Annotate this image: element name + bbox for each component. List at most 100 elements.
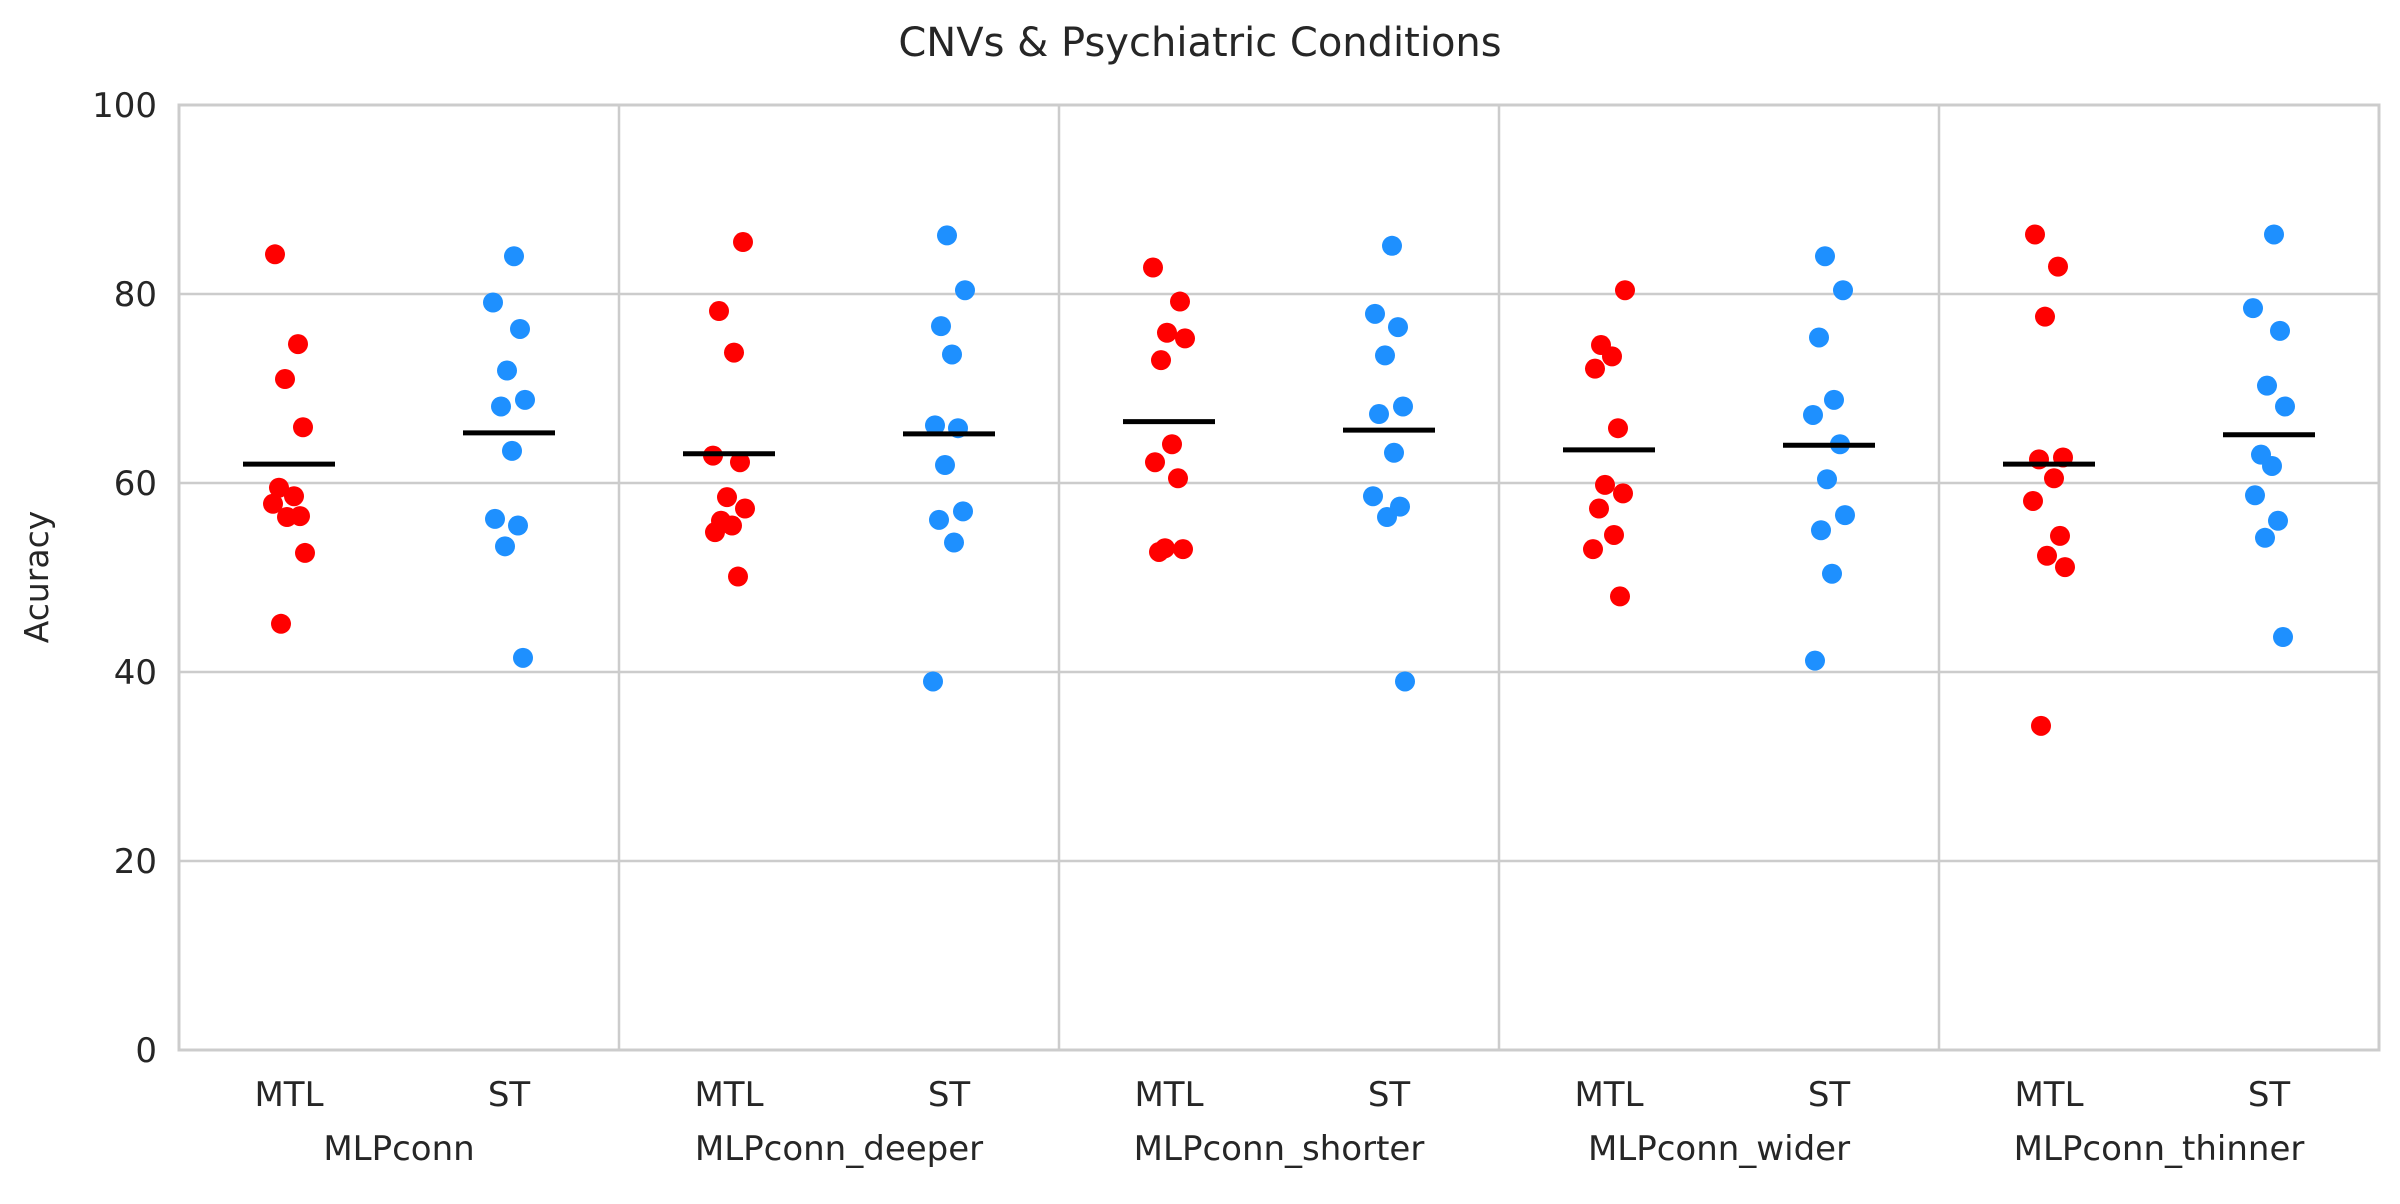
data-point-st (502, 440, 522, 461)
data-point-st (935, 455, 955, 476)
data-point-mtl (1589, 498, 1609, 519)
data-point-mtl (2055, 557, 2075, 578)
data-point-mtl (2031, 715, 2051, 736)
data-point-mtl (1613, 483, 1633, 504)
data-point-mtl (271, 613, 291, 634)
data-point-st (942, 344, 962, 365)
data-point-st (2243, 298, 2263, 319)
data-point-st (497, 360, 517, 381)
group-label: MLPconn_shorter (1134, 1129, 1425, 1169)
y-tick-labels: 0 20 40 60 80 100 (92, 86, 157, 1071)
data-point-st (1388, 317, 1408, 338)
data-point-mtl (705, 522, 725, 543)
data-point-st (1375, 345, 1395, 366)
data-point-mtl (1602, 346, 1622, 367)
data-point-mtl (1585, 358, 1605, 379)
x-tick-label: ST (2248, 1075, 2291, 1115)
data-point-st (1805, 650, 1825, 671)
data-point-st (2273, 627, 2293, 648)
data-point-st (2262, 455, 2282, 476)
grid-layer (179, 103, 2379, 1052)
data-point-mtl (1157, 322, 1177, 343)
data-point-mtl (2023, 490, 2043, 511)
data-point-mtl (1175, 328, 1195, 349)
data-point-mtl (733, 232, 753, 253)
data-point-st (1815, 246, 1835, 267)
group-label: MLPconn_wider (1588, 1129, 1850, 1169)
x-tick-label: MTL (2014, 1075, 2083, 1115)
data-point-mtl (1610, 586, 1630, 607)
data-point-mtl (1168, 468, 1188, 489)
data-point-st (1384, 442, 1404, 463)
plot-frame (177, 103, 2381, 1052)
data-point-mtl (2037, 545, 2057, 566)
data-point-st (931, 316, 951, 337)
data-point-st (1803, 404, 1823, 425)
data-point-st (491, 396, 511, 417)
data-point-st (944, 532, 964, 553)
data-point-st (923, 671, 943, 692)
data-point-mtl (1145, 452, 1165, 473)
data-point-st (483, 292, 503, 313)
data-point-st (1395, 671, 1415, 692)
group-label: MLPconn_thinner (2014, 1129, 2305, 1169)
data-point-st (1363, 486, 1383, 507)
data-point-mtl (288, 334, 308, 355)
x-tick-label: ST (488, 1075, 531, 1115)
data-point-mtl (2044, 468, 2064, 489)
data-point-st (1382, 235, 1402, 256)
data-point-st (2257, 375, 2277, 396)
x-tick-label: MTL (254, 1075, 323, 1115)
data-point-mtl (1608, 418, 1628, 439)
x-tick-label: ST (1808, 1075, 1851, 1115)
chart-title: CNVs & Psychiatric Conditions (898, 20, 1501, 66)
data-point-st (485, 508, 505, 529)
y-tick-label: 80 (114, 275, 157, 315)
x-tick-label: MTL (1134, 1075, 1203, 1115)
data-point-st (1369, 404, 1389, 425)
x-tick-label: MTL (694, 1075, 763, 1115)
data-point-mtl (1170, 291, 1190, 312)
data-point-mtl (1173, 539, 1193, 560)
data-point-mtl (1604, 524, 1624, 545)
data-point-st (1822, 563, 1842, 584)
data-point-st (515, 389, 535, 410)
y-axis-label: Acuracy (17, 511, 56, 644)
data-point-mtl (275, 369, 295, 390)
data-point-st (508, 515, 528, 536)
data-point-mtl (728, 566, 748, 587)
data-point-mtl (1583, 539, 1603, 560)
data-point-mtl (295, 542, 315, 563)
data-point-st (1824, 389, 1844, 410)
data-point-st (937, 225, 957, 246)
y-tick-label: 60 (114, 464, 157, 504)
x-tick-label: MTL (1574, 1075, 1643, 1115)
data-point-st (1811, 520, 1831, 541)
data-point-st (2268, 510, 2288, 531)
data-point-mtl (284, 486, 304, 507)
data-point-st (510, 318, 530, 339)
data-point-mtl (277, 507, 297, 528)
data-point-st (1833, 280, 1853, 301)
data-point-st (1393, 396, 1413, 417)
data-point-mtl (293, 417, 313, 438)
data-point-st (1835, 505, 1855, 526)
data-point-mtl (1595, 474, 1615, 495)
data-point-mtl (2035, 306, 2055, 327)
data-point-mtl (709, 301, 729, 322)
data-point-st (2275, 396, 2295, 417)
data-point-st (2270, 320, 2290, 341)
data-point-mtl (263, 493, 283, 514)
data-point-mtl (1615, 280, 1635, 301)
data-point-mtl (724, 342, 744, 363)
data-point-mtl (722, 515, 742, 536)
data-point-st (1377, 507, 1397, 528)
data-point-st (925, 415, 945, 436)
y-tick-label: 20 (114, 842, 157, 882)
data-point-st (929, 509, 949, 530)
group-label: MLPconn_deeper (695, 1129, 983, 1169)
data-point-st (2245, 485, 2265, 506)
data-point-mtl (1162, 434, 1182, 455)
data-point-mtl (1143, 257, 1163, 278)
